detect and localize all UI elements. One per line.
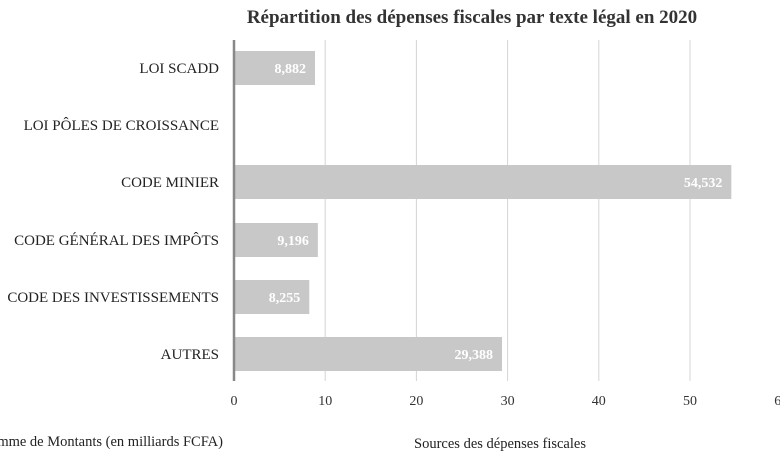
gridlines	[324, 40, 691, 381]
data-label: 9,196	[277, 234, 309, 249]
legend-label: Somme de Montants (en milliards FCFA)	[0, 434, 223, 450]
category-label: CODE DES INVESTISSEMENTS	[7, 290, 219, 306]
x-axis-title: Sources des dépenses fiscales	[414, 436, 586, 452]
x-tick-label: 10	[318, 394, 332, 409]
chart-title: Répartition des dépenses fiscales par te…	[247, 7, 697, 28]
x-tick-label: 50	[683, 394, 697, 409]
category-label: AUTRES	[161, 347, 219, 363]
x-tick-label: 60	[774, 394, 780, 409]
x-tick-labels: 0 10 20 30 40 50 60	[231, 394, 780, 409]
data-label: 8,255	[269, 291, 301, 306]
x-tick-label: 20	[409, 394, 423, 409]
data-label: 29,388	[455, 348, 494, 363]
category-labels: LOI SCADD LOI PÔLES DE CROISSANCE CODE MIN…	[7, 61, 219, 363]
bar	[234, 51, 316, 85]
x-tick-label: 0	[231, 394, 238, 409]
data-label: 54,532	[684, 176, 723, 191]
category-label: CODE GÉNÉRAL DES IMPÔTS	[14, 232, 219, 249]
data-label: 8,882	[275, 62, 307, 77]
category-label: CODE MINIER	[121, 175, 219, 191]
category-label: LOI PÔLES DE CROISSANCE	[24, 117, 219, 134]
x-tick-label: 30	[501, 394, 515, 409]
bar	[234, 165, 732, 199]
x-tick-label: 40	[592, 394, 606, 409]
bar	[234, 280, 310, 314]
bars: 8,882 54,532 9,196 8,255 29,388	[234, 51, 732, 371]
bar	[234, 337, 503, 371]
category-label: LOI SCADD	[139, 61, 219, 77]
bar	[234, 223, 318, 257]
